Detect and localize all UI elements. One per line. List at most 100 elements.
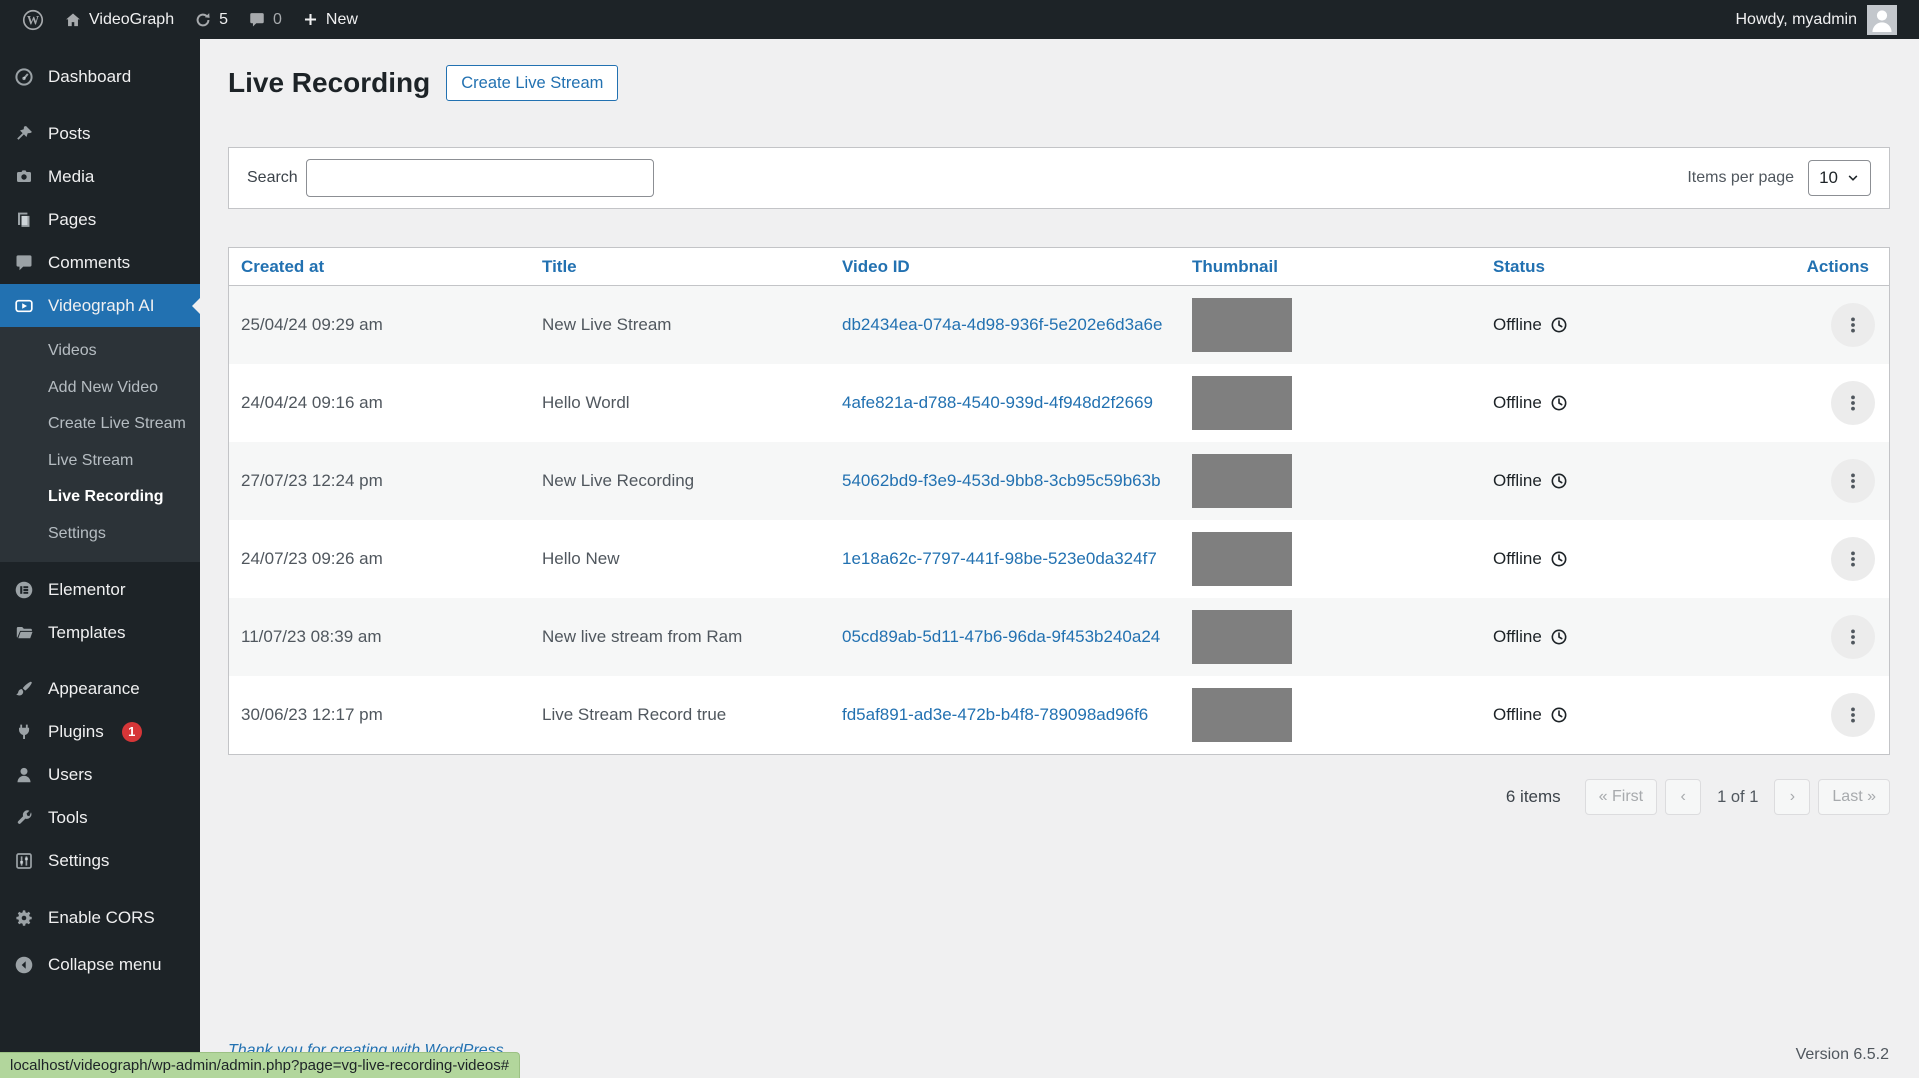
- row-actions-button[interactable]: [1831, 615, 1875, 659]
- updates-menu[interactable]: 5: [184, 0, 238, 39]
- cell-created-at: 30/06/23 12:17 pm: [241, 705, 383, 724]
- new-label: New: [325, 10, 358, 28]
- thumbnail-image[interactable]: [1192, 688, 1292, 742]
- row-actions-button[interactable]: [1831, 537, 1875, 581]
- sidebar-item-tools[interactable]: Tools: [0, 796, 200, 839]
- sidebar-item-templates[interactable]: Templates: [0, 611, 200, 654]
- sidebar-item-elementor[interactable]: Elementor: [0, 568, 200, 611]
- submenu-item-settings[interactable]: Settings: [48, 524, 106, 542]
- table-row: 25/04/24 09:29 am New Live Stream db2434…: [229, 286, 1889, 364]
- search-input[interactable]: [305, 159, 654, 197]
- header-status[interactable]: Status: [1493, 256, 1545, 276]
- last-page-button[interactable]: Last »: [1818, 779, 1890, 815]
- comments-menu[interactable]: 0: [238, 0, 292, 39]
- comment-bubble-icon: [248, 11, 266, 29]
- sidebar-item-collapse-menu[interactable]: Collapse menu: [0, 943, 200, 986]
- wordpress-logo-menu[interactable]: W: [12, 0, 54, 39]
- site-menu[interactable]: VideoGraph: [54, 0, 184, 39]
- user-icon: [12, 765, 36, 785]
- cell-created-at: 24/07/23 09:26 am: [241, 549, 383, 568]
- my-account-menu[interactable]: Howdy, myadmin: [1725, 0, 1907, 39]
- plugin-icon: [12, 722, 36, 742]
- comment-count: 0: [273, 10, 282, 28]
- sidebar-item-users[interactable]: Users: [0, 753, 200, 796]
- header-created-at[interactable]: Created at: [241, 256, 325, 276]
- video-id-link[interactable]: 54062bd9-f3e9-453d-9bb8-3cb95c59b63b: [842, 471, 1161, 490]
- submenu-item-videos[interactable]: Videos: [48, 342, 97, 360]
- sidebar-item-label: Users: [48, 764, 93, 784]
- sidebar-item-pages[interactable]: Pages: [0, 198, 200, 241]
- brush-icon: [12, 679, 36, 699]
- create-live-stream-button[interactable]: Create Live Stream: [446, 65, 619, 101]
- header-video-id[interactable]: Video ID: [842, 256, 910, 276]
- video-id-link[interactable]: 1e18a62c-7797-441f-98be-523e0da324f7: [842, 549, 1157, 568]
- header-actions: Actions: [1806, 256, 1869, 276]
- main-content: Live Recording Create Live Stream Search…: [200, 0, 1919, 815]
- updates-icon: [194, 11, 212, 29]
- sidebar-item-dashboard[interactable]: Dashboard: [0, 55, 200, 98]
- media-icon: [12, 167, 36, 187]
- status-text: Offline: [1493, 315, 1542, 334]
- cell-title: Live Stream Record true: [542, 705, 727, 724]
- clock-icon: [1550, 316, 1568, 334]
- row-actions-button[interactable]: [1831, 303, 1875, 347]
- sidebar-item-label: Enable CORS: [48, 907, 155, 927]
- recordings-table: Created at Title Video ID Thumbnail Stat…: [228, 247, 1890, 755]
- chevron-down-icon: [1846, 171, 1860, 185]
- thumbnail-image[interactable]: [1192, 532, 1292, 586]
- wordpress-logo-icon: W: [22, 9, 44, 31]
- status-text: Offline: [1493, 393, 1542, 412]
- previous-page-button[interactable]: ‹: [1665, 779, 1702, 815]
- sidebar-item-appearance[interactable]: Appearance: [0, 667, 200, 710]
- sidebar-item-label: Plugins: [48, 721, 104, 741]
- dashboard-icon: [12, 67, 36, 87]
- table-row: 24/07/23 09:26 am Hello New 1e18a62c-779…: [229, 520, 1889, 598]
- sidebar-item-comments[interactable]: Comments: [0, 241, 200, 284]
- sidebar-item-posts[interactable]: Posts: [0, 112, 200, 155]
- sidebar-item-settings[interactable]: Settings: [0, 839, 200, 882]
- next-page-button[interactable]: ›: [1774, 779, 1811, 815]
- sidebar-item-label: Dashboard: [48, 66, 132, 86]
- update-count: 5: [219, 10, 229, 28]
- status-text: Offline: [1493, 549, 1542, 568]
- page-title: Live Recording: [228, 67, 431, 98]
- table-row: 30/06/23 12:17 pm Live Stream Record tru…: [229, 676, 1889, 754]
- pages-icon: [12, 210, 36, 230]
- video-id-link[interactable]: 05cd89ab-5d11-47b6-96da-9f453b240a24: [842, 627, 1161, 646]
- new-content-menu[interactable]: New: [292, 0, 368, 39]
- video-id-link[interactable]: fd5af891-ad3e-472b-b4f8-789098ad96f6: [842, 705, 1149, 724]
- clock-icon: [1550, 472, 1568, 490]
- pagination: 6 items « First ‹ 1 of 1 › Last »: [228, 779, 1890, 815]
- pin-icon: [12, 124, 36, 144]
- sidebar-item-enable-cors[interactable]: Enable CORS: [0, 896, 200, 939]
- browser-status-bar: localhost/videograph/wp-admin/admin.php?…: [0, 1052, 521, 1078]
- submenu-item-create-live-stream[interactable]: Create Live Stream: [48, 415, 186, 433]
- howdy-text: Howdy, myadmin: [1735, 10, 1857, 28]
- items-per-page-select[interactable]: 10: [1808, 160, 1871, 196]
- first-page-button[interactable]: « First: [1584, 779, 1658, 815]
- table-row: 27/07/23 12:24 pm New Live Recording 540…: [229, 442, 1889, 520]
- row-actions-button[interactable]: [1831, 693, 1875, 737]
- header-thumbnail[interactable]: Thumbnail: [1192, 256, 1278, 276]
- search-label: Search: [247, 169, 298, 186]
- thumbnail-image[interactable]: [1192, 454, 1292, 508]
- submenu-item-live-recording[interactable]: Live Recording: [48, 488, 164, 506]
- sidebar-item-videograph-ai[interactable]: Videograph AI: [0, 284, 200, 327]
- submenu-item-add-new-video[interactable]: Add New Video: [48, 378, 158, 396]
- items-count: 6 items: [1505, 787, 1561, 806]
- thumbnail-image[interactable]: [1192, 376, 1292, 430]
- videograph-submenu: Videos Add New Video Create Live Stream …: [0, 327, 200, 562]
- submenu-item-live-stream[interactable]: Live Stream: [48, 451, 134, 469]
- row-actions-button[interactable]: [1831, 459, 1875, 503]
- header-title[interactable]: Title: [542, 256, 577, 276]
- status-text: Offline: [1493, 627, 1542, 646]
- thumbnail-image[interactable]: [1192, 298, 1292, 352]
- video-id-link[interactable]: db2434ea-074a-4d98-936f-5e202e6d3a6e: [842, 315, 1163, 334]
- video-id-link[interactable]: 4afe821a-d788-4540-939d-4f948d2f2669: [842, 393, 1153, 412]
- thumbnail-image[interactable]: [1192, 610, 1292, 664]
- sidebar-item-plugins[interactable]: Plugins 1: [0, 710, 200, 753]
- row-actions-button[interactable]: [1831, 381, 1875, 425]
- version-text: Version 6.5.2: [1795, 1046, 1889, 1063]
- cell-created-at: 27/07/23 12:24 pm: [241, 471, 383, 490]
- sidebar-item-media[interactable]: Media: [0, 155, 200, 198]
